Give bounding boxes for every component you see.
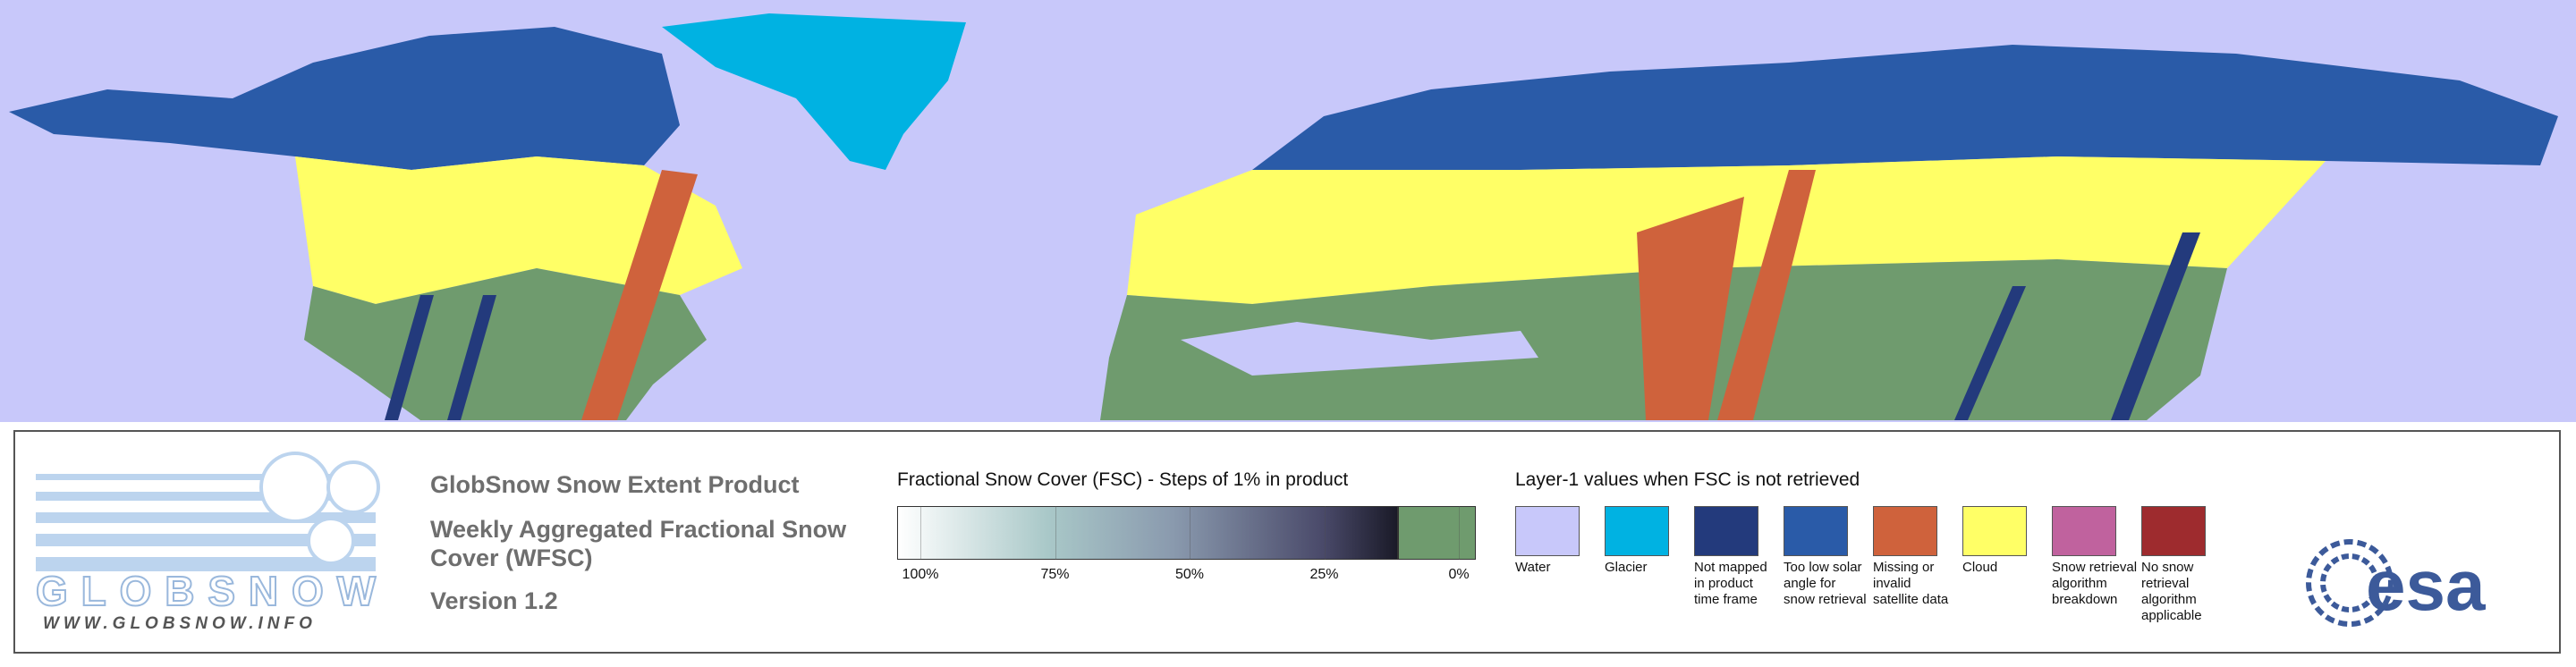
esa-swirl: [2306, 539, 2394, 627]
fsc-zero-swatch: [1398, 506, 1476, 560]
globsnow-logo: GLOBSNOW WWW.GLOBSNOW.INFO: [36, 452, 380, 633]
swatch: [2052, 506, 2116, 556]
swatch: [1694, 506, 1758, 556]
tick-label: 25%: [1309, 567, 1339, 582]
version: Version 1.2: [430, 587, 558, 614]
swatch-label: Too low solar angle for snow retrieval: [1784, 560, 1867, 607]
product-subtitle: Weekly Aggregated Fractional Snow Cover …: [430, 516, 847, 571]
north-america-cloud: [295, 156, 742, 304]
esa-name: esa: [2366, 545, 2486, 625]
tick-mark: [1190, 506, 1191, 560]
unmapped-stripe: [385, 295, 434, 420]
swatch-label: No snow retrieval algorithm applicable: [2141, 560, 2202, 623]
eurasia-snow: [1252, 45, 2558, 170]
swatch-label: Cloud: [1962, 560, 1998, 575]
snowflake: [259, 452, 331, 523]
swatch: [2141, 506, 2206, 556]
unmapped-stripe: [1954, 286, 2026, 420]
esa-logo: esa: [2306, 539, 2486, 627]
north-america-snow: [9, 27, 680, 170]
swatch-label: Water: [1515, 560, 1551, 575]
tick-mark: [920, 506, 921, 560]
swatch-label: Glacier: [1605, 560, 1648, 575]
tick-mark: [1055, 506, 1056, 560]
swatch: [1515, 506, 1580, 556]
legend-box: [13, 430, 2561, 654]
missing-stripe: [581, 170, 698, 420]
tick-mark: [1324, 506, 1326, 560]
missing-stripe: [1717, 170, 1816, 420]
logo-name: GLOBSNOW: [36, 568, 377, 614]
swatch-label: Snow retrieval algorithm breakdown: [2052, 560, 2138, 607]
swatch: [1784, 506, 1848, 556]
fsc-colorbar: [897, 506, 1398, 560]
swatch-label: Not mapped in product time frame: [1694, 560, 1767, 607]
swatch-label: Missing or invalid satellite data: [1873, 560, 1949, 607]
swatch: [1873, 506, 1937, 556]
snowflake: [326, 460, 380, 514]
product-title: GlobSnow Snow Extent Product: [430, 471, 800, 498]
fsc-title: Fractional Snow Cover (FSC) - Steps of 1…: [897, 469, 1349, 490]
tick-mark: [1459, 506, 1460, 560]
swatch: [1962, 506, 2027, 556]
snowflake: [307, 517, 355, 565]
greenland: [662, 13, 966, 170]
unmapped-stripe: [447, 295, 496, 420]
logo-url: WWW.GLOBSNOW.INFO: [43, 614, 317, 633]
tick-label: 0%: [1448, 567, 1470, 582]
layer-title: Layer-1 values when FSC is not retrieved: [1515, 469, 1860, 490]
esa-swirl: [2320, 553, 2379, 612]
missing-stripe: [1637, 197, 1744, 420]
tick-label: 100%: [902, 567, 939, 582]
swatch: [1605, 506, 1669, 556]
mediterranean: [1181, 322, 1538, 376]
tick-label: 75%: [1040, 567, 1070, 582]
map: [0, 0, 2576, 422]
unmapped-stripe: [2111, 232, 2200, 420]
tick-label: 50%: [1174, 567, 1205, 582]
